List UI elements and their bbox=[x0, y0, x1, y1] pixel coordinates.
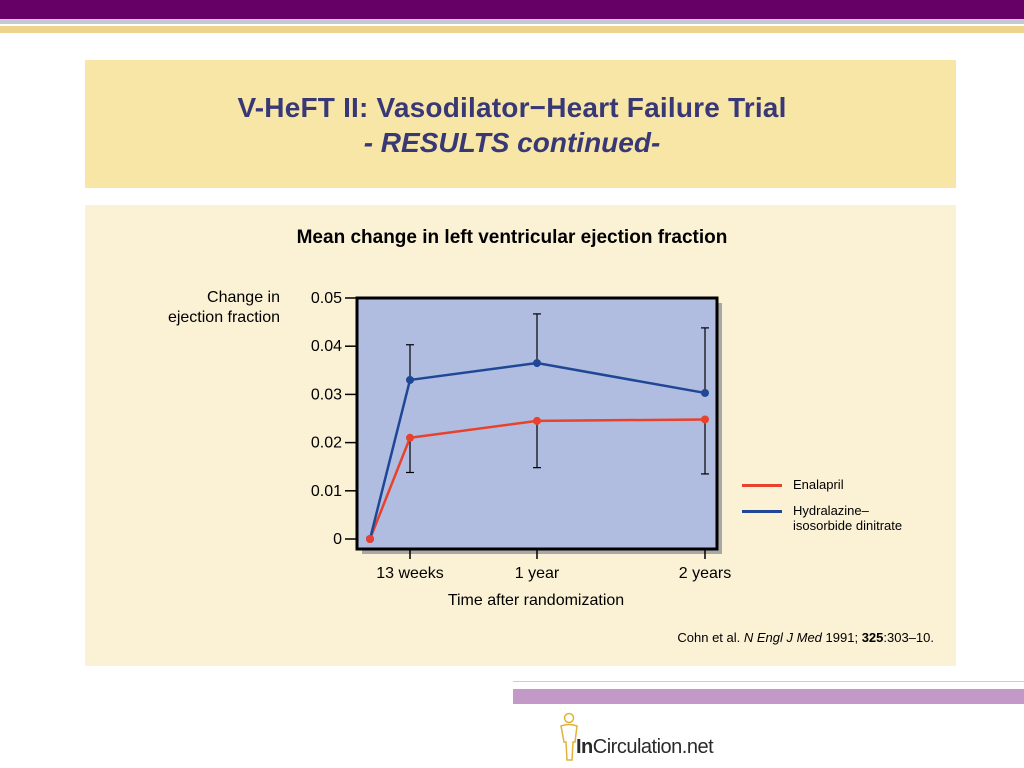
legend-item-hydralazine: Hydralazine– isosorbide dinitrate bbox=[742, 503, 942, 533]
citation: Cohn et al. N Engl J Med 1991; 325:303–1… bbox=[677, 630, 934, 645]
slide-title: V-HeFT II: Vasodilator−Heart Failure Tri… bbox=[237, 92, 787, 123]
citation-volume: 325 bbox=[861, 630, 884, 645]
y-tick-label: 0.01 bbox=[311, 483, 342, 500]
x-tick-label: 2 years bbox=[679, 565, 731, 582]
slide-subtitle: - RESULTS continued- bbox=[363, 127, 661, 158]
series-line-hydralazine bbox=[368, 361, 706, 540]
incirculation-logo: InCirculation.net bbox=[556, 712, 736, 764]
data-point-enalapril bbox=[701, 415, 709, 424]
top-band-divider bbox=[0, 19, 1024, 24]
x-tick-label: 13 weeks bbox=[376, 565, 444, 582]
y-tick-label: 0.04 bbox=[311, 338, 342, 355]
chart-title: Mean change in left ventricular ejection… bbox=[296, 227, 728, 248]
legend-item-enalapril: Enalapril bbox=[742, 477, 942, 503]
title-panel bbox=[85, 60, 956, 188]
y-tick-label: 0 bbox=[333, 531, 342, 548]
citation-authors: Cohn et al. bbox=[677, 630, 744, 645]
y-tick-label: 0.03 bbox=[311, 386, 342, 403]
footer-rule bbox=[513, 681, 1024, 682]
footer-band bbox=[513, 689, 1024, 704]
series-line-enalapril bbox=[368, 418, 706, 540]
top-band-accent bbox=[0, 26, 1024, 33]
logo-brand-rest: Circulation.net bbox=[592, 736, 714, 758]
data-point-enalapril bbox=[533, 416, 541, 425]
data-point-hydralazine bbox=[533, 359, 541, 368]
citation-journal: N Engl J Med bbox=[743, 630, 822, 645]
logo-brand-bold: In bbox=[576, 736, 593, 758]
logo-wordmark: InCirculation.net bbox=[576, 736, 714, 759]
citation-pages: :303–10. bbox=[883, 630, 934, 645]
top-band bbox=[0, 0, 1024, 19]
data-point-enalapril bbox=[366, 535, 374, 543]
chart-legend: Enalapril Hydralazine– isosorbide dinitr… bbox=[742, 477, 942, 533]
data-point-hydralazine bbox=[701, 388, 709, 397]
legend-swatch bbox=[742, 484, 782, 487]
legend-label: Hydralazine– isosorbide dinitrate bbox=[793, 503, 903, 533]
x-tick-label: 1 year bbox=[515, 565, 560, 582]
data-point-enalapril bbox=[406, 433, 414, 442]
y-axis-label: Change in ejection fraction bbox=[167, 289, 280, 326]
data-point-hydralazine bbox=[406, 375, 414, 384]
y-tick-label: 0.02 bbox=[311, 435, 342, 452]
x-axis-label: Time after randomization bbox=[447, 592, 625, 609]
person-icon bbox=[560, 712, 578, 761]
legend-swatch bbox=[742, 510, 782, 513]
legend-label: Enalapril bbox=[793, 477, 844, 492]
y-tick-label: 0.05 bbox=[311, 290, 342, 307]
citation-year: 1991; bbox=[821, 630, 862, 645]
